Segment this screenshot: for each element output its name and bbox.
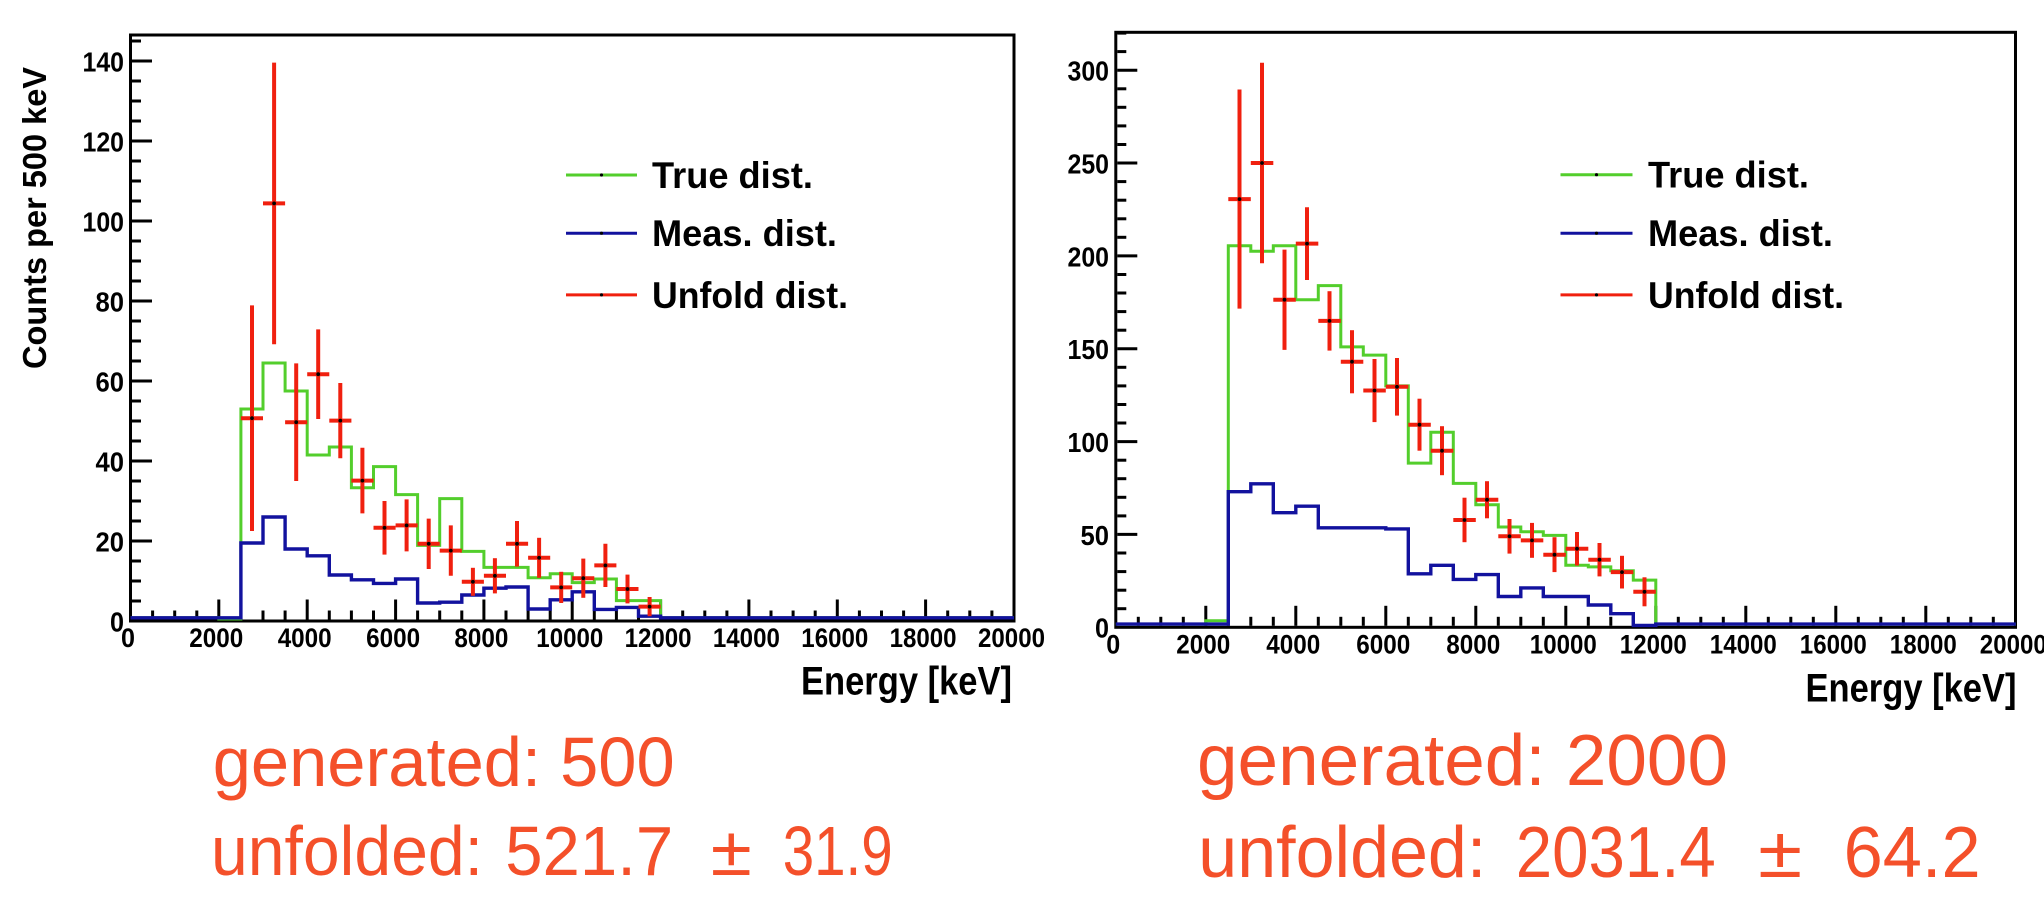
svg-text:True dist.: True dist.: [652, 155, 813, 196]
svg-text:0: 0: [110, 606, 124, 637]
svg-text:6000: 6000: [1356, 630, 1410, 660]
svg-text:generated: 2000: generated: 2000: [1197, 721, 1728, 801]
svg-text:±: ±: [1758, 813, 1802, 893]
svg-text:generated: 500: generated: 500: [213, 723, 675, 801]
svg-text:unfolded:: unfolded:: [211, 812, 483, 890]
svg-text:Energy [keV]: Energy [keV]: [1806, 667, 2017, 711]
svg-text:True dist.: True dist.: [1648, 155, 1809, 196]
svg-text:2000: 2000: [189, 623, 243, 653]
svg-text:Meas. dist.: Meas. dist.: [652, 213, 837, 254]
svg-text:Energy [keV]: Energy [keV]: [801, 660, 1012, 704]
svg-text:120: 120: [83, 126, 125, 157]
svg-text:14000: 14000: [1710, 630, 1777, 660]
svg-text:300: 300: [1068, 56, 1110, 87]
svg-text:4000: 4000: [1266, 630, 1320, 660]
svg-text:Meas. dist.: Meas. dist.: [1648, 213, 1833, 254]
svg-text:60: 60: [96, 366, 125, 397]
svg-text:80: 80: [96, 286, 125, 317]
svg-text:50: 50: [1081, 520, 1110, 551]
svg-text:20000: 20000: [1980, 630, 2044, 660]
svg-text:0: 0: [1095, 613, 1109, 644]
svg-text:±: ±: [711, 812, 752, 890]
svg-text:20000: 20000: [978, 623, 1045, 653]
svg-text:Unfold dist.: Unfold dist.: [1648, 275, 1844, 316]
svg-text:64.2: 64.2: [1844, 813, 1981, 893]
svg-text:18000: 18000: [890, 623, 957, 653]
svg-text:521.7: 521.7: [505, 812, 673, 890]
svg-text:31.9: 31.9: [783, 812, 893, 890]
svg-text:200: 200: [1068, 241, 1110, 272]
svg-text:100: 100: [1068, 427, 1110, 458]
svg-text:0: 0: [121, 623, 135, 653]
svg-text:140: 140: [83, 46, 125, 77]
svg-text:10000: 10000: [1530, 630, 1597, 660]
svg-text:2031.4: 2031.4: [1516, 813, 1716, 893]
svg-text:100: 100: [83, 206, 125, 237]
svg-text:Unfold dist.: Unfold dist.: [652, 275, 848, 316]
svg-text:16000: 16000: [1800, 630, 1867, 660]
svg-text:250: 250: [1068, 148, 1110, 179]
svg-text:unfolded:: unfolded:: [1198, 813, 1486, 893]
svg-text:16000: 16000: [801, 623, 868, 653]
svg-text:150: 150: [1068, 334, 1110, 365]
svg-text:6000: 6000: [366, 623, 420, 653]
svg-text:8000: 8000: [1446, 630, 1500, 660]
svg-text:18000: 18000: [1890, 630, 1957, 660]
svg-text:2000: 2000: [1176, 630, 1230, 660]
svg-text:8000: 8000: [454, 623, 508, 653]
svg-text:14000: 14000: [713, 623, 780, 653]
svg-text:4000: 4000: [278, 623, 332, 653]
svg-text:20: 20: [96, 526, 125, 557]
svg-text:0: 0: [1106, 630, 1120, 660]
svg-text:40: 40: [96, 446, 125, 477]
svg-text:12000: 12000: [1620, 630, 1687, 660]
svg-text:Counts per 500 keV: Counts per 500 keV: [16, 67, 53, 369]
svg-text:12000: 12000: [625, 623, 692, 653]
svg-text:10000: 10000: [536, 623, 603, 653]
